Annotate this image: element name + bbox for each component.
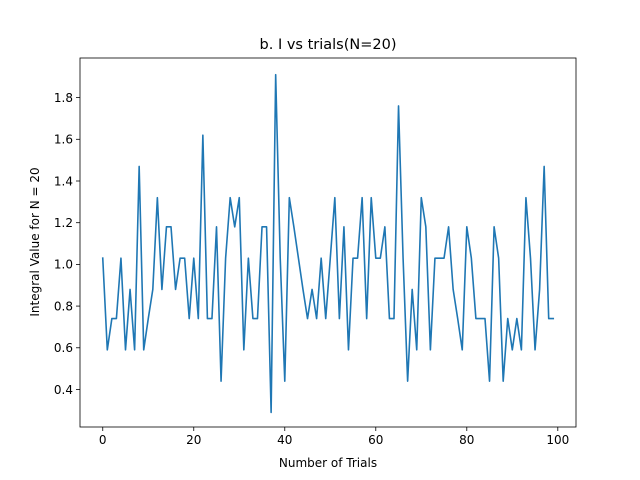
plot-area: 0 20 40 60 80 100 0.4 0.6 0.8 1.0 1.2 1.4 1.6 1.8 <box>54 57 577 447</box>
y-tick-label: 0.6 <box>54 341 73 355</box>
y-tick-label: 1.0 <box>54 258 73 272</box>
chart-title: b. I vs trials(N=20) <box>260 37 397 53</box>
series-line <box>101 73 555 414</box>
x-axis-label: Number of Trials <box>279 456 377 470</box>
x-tick-label: 0 <box>99 433 107 447</box>
y-tick-label: 1.2 <box>54 216 73 230</box>
x-tick-label: 20 <box>186 433 201 447</box>
x-tick-label: 100 <box>546 433 569 447</box>
y-tick-label: 1.4 <box>54 174 73 188</box>
x-tick-label: 80 <box>459 433 474 447</box>
y-tick-label: 1.8 <box>54 91 73 105</box>
y-tick-label: 0.4 <box>54 383 73 397</box>
x-tick-label: 40 <box>277 433 292 447</box>
y-tick-label: 0.8 <box>54 299 73 313</box>
plot-frame <box>79 57 577 428</box>
x-tick-label: 60 <box>368 433 383 447</box>
y-tick-label: 1.6 <box>54 133 73 147</box>
y-axis-label: Integral Value for N = 20 <box>28 167 42 316</box>
